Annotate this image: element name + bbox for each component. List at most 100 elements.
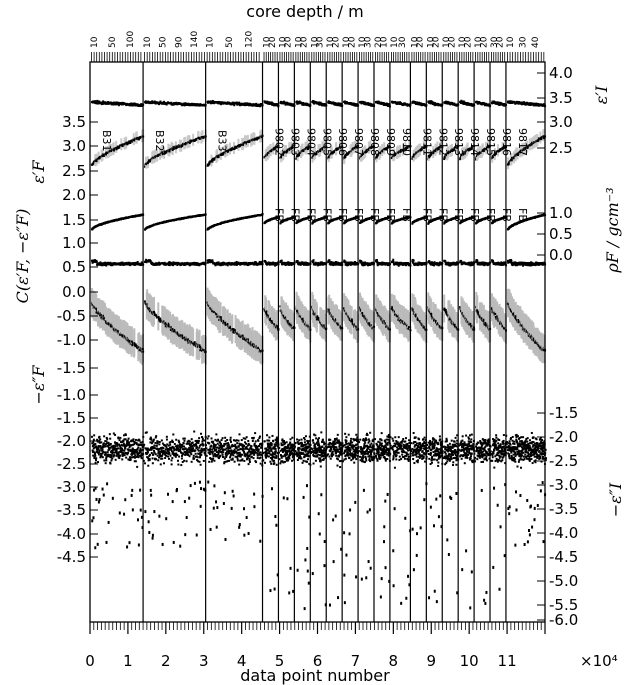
eps-i-imag-outlier — [130, 493, 133, 497]
eps-i-imag-point — [242, 437, 245, 440]
eps-i-imag-point — [197, 452, 200, 455]
eps-i-imag-point — [213, 449, 216, 452]
eps-i-imag-point — [132, 456, 135, 459]
eps-i-imag-point — [165, 446, 168, 449]
eps-i-imag-outlier — [161, 542, 164, 546]
eps-i-imag-point — [178, 455, 181, 458]
eps-i-imag-outlier — [111, 496, 114, 500]
eps-i-imag-point — [266, 449, 269, 452]
eps-i-imag-point — [291, 446, 294, 449]
eps-i-imag-point — [103, 435, 106, 438]
corr-point — [145, 258, 148, 261]
eps-f-imag-point — [147, 307, 150, 310]
eps-i-imag-point — [192, 456, 195, 459]
eps-i-imag-point — [188, 444, 191, 447]
eps-i-imag-point — [158, 443, 161, 446]
eps-i-imag-point — [207, 435, 210, 438]
eps-i-real-point — [170, 101, 173, 104]
eps-i-real-point — [183, 104, 186, 107]
eps-i-imag-point — [217, 449, 220, 452]
eps-i-imag-point — [281, 448, 284, 451]
eps-i-imag-point — [237, 454, 240, 457]
eps-f-imag-point — [164, 325, 167, 328]
eps-i-imag-point — [303, 436, 306, 439]
eps-f-imag-point — [110, 325, 113, 328]
eps-i-imag-point — [291, 456, 294, 459]
corr-point — [151, 261, 154, 264]
eps-i-imag-point — [107, 441, 110, 444]
eps-i-imag-point — [105, 455, 108, 458]
eps-i-imag-point — [274, 450, 277, 453]
eps-i-imag-point — [301, 442, 304, 445]
eps-i-real-point — [289, 102, 292, 105]
eps-i-imag-point — [152, 447, 155, 450]
eps-i-imag-point — [185, 442, 188, 445]
eps-i-imag-point — [106, 437, 109, 440]
eps-i-imag-point — [183, 439, 186, 442]
eps-i-imag-point — [198, 453, 201, 456]
corr-point — [296, 261, 299, 264]
eps-i-imag-point — [298, 457, 301, 460]
eps-i-imag-point — [209, 447, 212, 450]
eps-f-imag-point — [287, 319, 290, 322]
eps-i-imag-point — [288, 442, 291, 445]
eps-i-imag-outlier — [165, 517, 168, 521]
eps-i-imag-point — [92, 441, 95, 444]
eps-i-imag-point — [245, 458, 248, 461]
eps-i-imag-point — [120, 443, 123, 446]
eps-i-imag-point — [168, 457, 171, 460]
eps-i-imag-point — [125, 443, 128, 446]
eps-i-imag-point — [130, 440, 133, 443]
corr-point — [260, 260, 263, 263]
eps-i-imag-point — [183, 459, 186, 462]
eps-i-imag-point — [282, 455, 285, 458]
eps-i-imag-point — [253, 453, 256, 456]
eps-i-imag-point — [217, 447, 220, 450]
eps-i-imag-point — [194, 452, 197, 455]
eps-i-imag-outlier — [209, 527, 212, 531]
eps-i-imag-point — [285, 446, 288, 449]
eps-i-imag-point — [108, 433, 111, 436]
eps-f-real-point — [295, 157, 298, 160]
eps-i-imag-point — [160, 439, 163, 442]
corr-point — [280, 259, 283, 262]
eps-i-imag-point — [122, 449, 125, 452]
eps-i-imag-point — [201, 437, 204, 440]
eps-f-imag-point — [102, 314, 105, 317]
eps-i-imag-point — [167, 449, 170, 452]
eps-i-imag-point — [180, 451, 183, 454]
eps-i-imag-point — [300, 438, 303, 441]
eps-i-imag-point — [281, 438, 284, 441]
eps-i-imag-point — [213, 444, 216, 447]
eps-f-imag-point — [224, 321, 227, 324]
eps-i-imag-point — [128, 445, 131, 448]
eps-i-imag-point — [142, 459, 145, 462]
eps-i-imag-point — [152, 440, 155, 443]
eps-i-imag-point — [303, 453, 306, 456]
eps-i-imag-outlier — [245, 516, 248, 520]
eps-i-imag-point — [186, 448, 189, 451]
eps-i-imag-point — [99, 452, 102, 455]
eps-i-imag-point — [108, 455, 111, 458]
eps-i-imag-point — [229, 436, 232, 439]
eps-i-imag-point — [236, 449, 239, 452]
eps-i-imag-outlier — [96, 542, 99, 546]
eps-i-imag-point — [264, 455, 267, 458]
eps-i-imag-point — [244, 455, 247, 458]
eps-i-imag-point — [187, 448, 190, 451]
eps-i-imag-point — [98, 441, 101, 444]
eps-i-imag-point — [280, 444, 283, 447]
eps-i-imag-point — [126, 440, 129, 443]
eps-i-imag-outlier — [131, 488, 134, 492]
eps-i-imag-point — [221, 444, 224, 447]
eps-i-imag-point — [112, 432, 115, 435]
eps-i-imag-point — [256, 454, 259, 457]
eps-i-real-point — [173, 103, 176, 106]
eps-i-imag-point — [227, 449, 230, 452]
eps-i-imag-point — [200, 447, 203, 450]
eps-i-imag-point — [289, 446, 292, 449]
corr-point — [107, 261, 110, 264]
eps-i-imag-point — [128, 443, 131, 446]
eps-i-imag-point — [223, 460, 226, 463]
eps-i-imag-point — [160, 457, 163, 460]
